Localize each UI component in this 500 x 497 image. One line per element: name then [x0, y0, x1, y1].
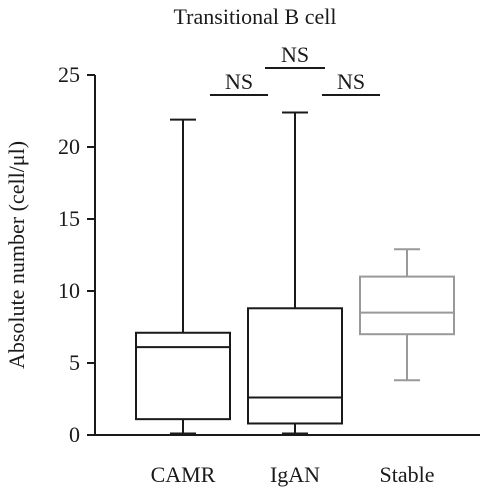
box-stable: [359, 248, 455, 382]
iqr-box: [359, 275, 455, 336]
significance-label: NS: [225, 69, 253, 94]
significance-label: NS: [281, 42, 309, 67]
significance-label: NS: [337, 69, 365, 94]
significance-marker: NS: [265, 42, 325, 69]
boxes: [135, 111, 455, 435]
box-camr: [135, 118, 231, 435]
y-tick-label: 15: [58, 206, 80, 231]
iqr-box: [247, 307, 343, 425]
x-tick-label: CAMR: [151, 462, 216, 487]
x-tick-label: IgAN: [270, 462, 320, 487]
axes: 0 5 10 15 20 25 CAMR IgAN Stable: [58, 62, 480, 487]
x-tick-label: Stable: [380, 462, 435, 487]
significance-marker: NS: [210, 69, 268, 96]
significance-annotations: NS NS NS: [210, 42, 380, 96]
y-tick-label: 10: [58, 278, 80, 303]
y-tick-label: 5: [69, 350, 80, 375]
y-tick-label: 20: [58, 134, 80, 159]
y-tick-label: 0: [69, 422, 80, 447]
chart-title: Transitional B cell: [174, 4, 337, 29]
y-tick-label: 25: [58, 62, 80, 87]
box-igan: [247, 111, 343, 435]
y-axis-label: Absolute number (cell/μl): [4, 141, 29, 369]
iqr-box: [135, 331, 231, 421]
significance-marker: NS: [322, 69, 380, 96]
